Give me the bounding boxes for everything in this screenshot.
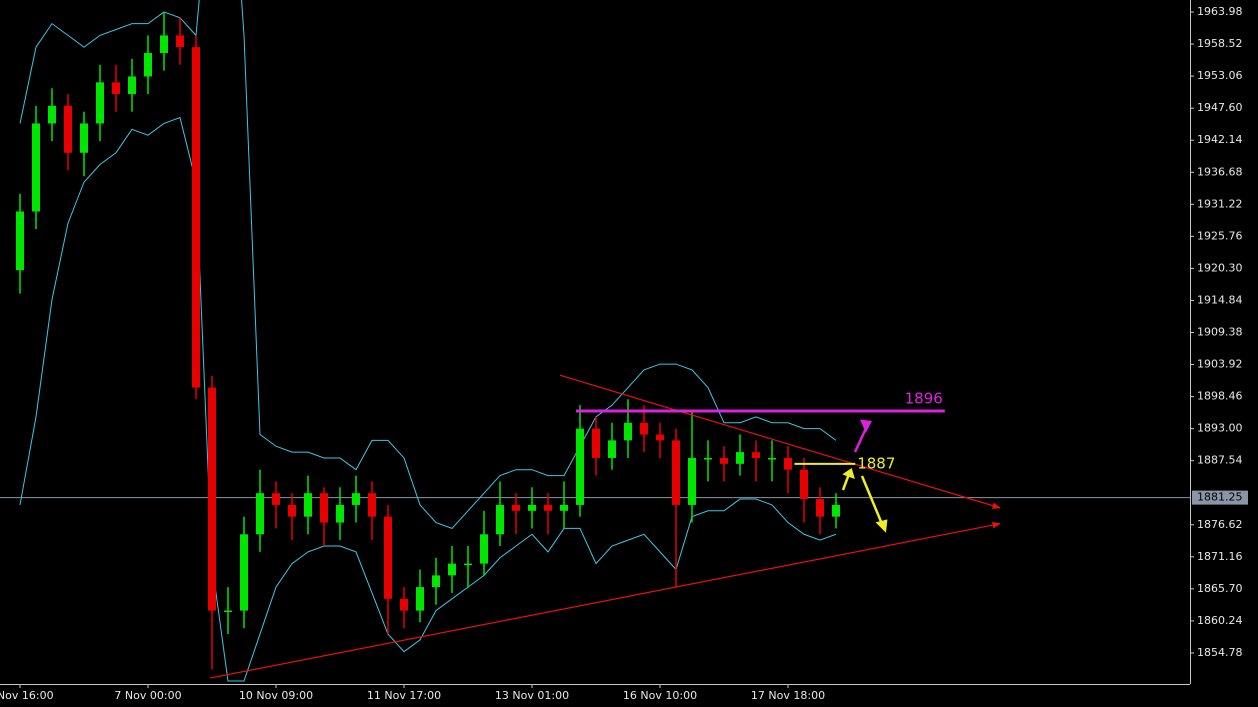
candle-body: [816, 499, 824, 517]
candle-body: [384, 516, 392, 599]
candle-body: [608, 440, 616, 458]
y-tick-label: 1914.84: [1197, 293, 1243, 306]
candle-body: [240, 534, 248, 611]
candle-body: [368, 493, 376, 517]
candle-body: [64, 105, 72, 153]
y-tick-label: 1903.92: [1197, 358, 1243, 371]
level-label: 1887: [857, 454, 895, 472]
candle-body: [320, 493, 328, 523]
y-tick-label: 1963.98: [1197, 5, 1243, 18]
candle-body: [272, 493, 280, 505]
x-tick-label: 10 Nov 09:00: [239, 689, 313, 702]
arrow-head: [875, 519, 888, 533]
candle-body: [592, 428, 600, 458]
candle-body: [336, 504, 344, 523]
y-tick-label: 1865.70: [1197, 582, 1243, 595]
y-tick-label: 1953.06: [1197, 69, 1243, 82]
y-tick-label: 1893.00: [1197, 422, 1243, 435]
y-tick-label: 1958.52: [1197, 37, 1243, 50]
candle-body: [256, 493, 264, 535]
candle-body: [704, 457, 712, 460]
candle-body: [544, 504, 552, 511]
candle-body: [656, 434, 664, 441]
y-tick-label: 1898.46: [1197, 390, 1243, 403]
candle-body: [400, 598, 408, 611]
candle-body: [416, 587, 424, 611]
y-tick-label: 1925.76: [1197, 229, 1243, 242]
candle-body: [176, 35, 184, 48]
candle-body: [160, 35, 168, 53]
candle-body: [448, 563, 456, 576]
candle-body: [352, 493, 360, 505]
candle-body: [720, 457, 728, 464]
candle-body: [96, 82, 104, 124]
y-tick-label: 1887.54: [1197, 454, 1243, 467]
trend-line: [209, 521, 1001, 679]
candle-body: [496, 504, 504, 535]
x-tick-label: 6 Nov 16:00: [0, 689, 54, 702]
candle-body: [32, 123, 40, 212]
y-tick-label: 1871.16: [1197, 550, 1243, 563]
arrow-down: [860, 475, 884, 525]
y-tick-label: 1936.68: [1197, 165, 1243, 178]
bollinger-band: [19, 116, 837, 682]
level-label: 1896: [905, 390, 943, 408]
candle-body: [832, 504, 840, 517]
y-tick-label: 1920.30: [1197, 261, 1243, 274]
candle-body: [128, 76, 136, 95]
candle-body: [288, 504, 296, 517]
y-tick-label: 1909.38: [1197, 325, 1243, 338]
arrow-up: [841, 473, 851, 491]
y-tick-label: 1947.60: [1197, 101, 1243, 114]
candle-body: [48, 105, 56, 124]
y-tick-label: 1860.24: [1197, 614, 1243, 627]
y-tick-label: 1931.22: [1197, 197, 1243, 210]
candle-body: [144, 52, 152, 77]
arrow-head: [842, 468, 855, 480]
candle-body: [688, 457, 696, 505]
candle-body: [624, 422, 632, 441]
candle-body: [784, 457, 792, 470]
bollinger-band: [19, 0, 837, 529]
current-price-label: 1881.25: [1197, 491, 1243, 504]
candle-body: [640, 422, 648, 435]
current-price-tag: [1192, 490, 1248, 505]
candle-body: [512, 504, 520, 511]
candle-body: [736, 452, 744, 464]
x-tick-label: 16 Nov 10:00: [623, 689, 697, 702]
candle-body: [768, 457, 776, 460]
candle-body: [752, 452, 760, 458]
candle-body: [208, 387, 216, 611]
x-tick-label: 17 Nov 18:00: [751, 689, 825, 702]
candle-body: [192, 47, 200, 388]
candle-body: [464, 563, 472, 566]
x-tick-label: 11 Nov 17:00: [367, 689, 441, 702]
candle-body: [80, 123, 88, 153]
candle-body: [16, 211, 24, 271]
candle-body: [480, 534, 488, 564]
arrows: [841, 419, 888, 533]
candle-body: [576, 428, 584, 505]
arrow-head: [859, 419, 872, 433]
candle-body: [224, 610, 232, 613]
trend-line: [559, 374, 1001, 509]
y-tick-label: 1942.14: [1197, 133, 1243, 146]
candle-body: [560, 504, 568, 511]
y-tick-label: 1854.78: [1197, 646, 1243, 659]
plot-area: [0, 0, 1190, 682]
candle-body: [304, 493, 312, 517]
candle-body: [432, 575, 440, 588]
candle-body: [800, 469, 808, 500]
candle-body: [112, 82, 120, 95]
candle-body: [528, 504, 536, 511]
x-tick-label: 7 Nov 00:00: [114, 689, 181, 702]
x-tick-label: 13 Nov 01:00: [495, 689, 569, 702]
candle-body: [672, 440, 680, 505]
y-tick-label: 1876.62: [1197, 518, 1243, 531]
